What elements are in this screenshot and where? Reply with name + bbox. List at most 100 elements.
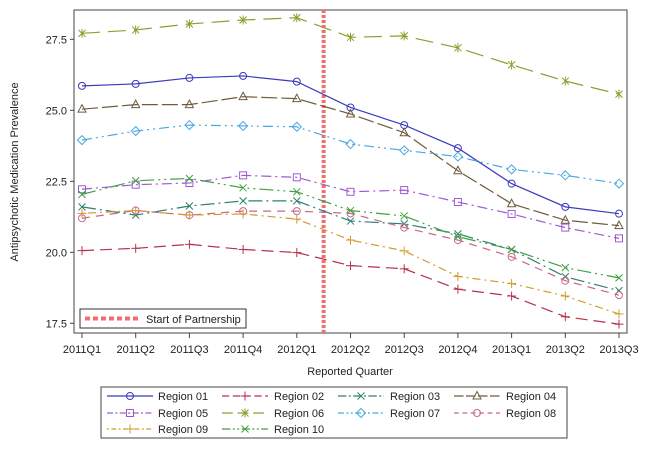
data-point — [560, 214, 571, 224]
data-point — [507, 252, 516, 261]
data-point — [238, 244, 248, 254]
data-point — [454, 229, 462, 238]
legend-item: Region 04 — [454, 390, 556, 403]
x-tick-label: 2012Q4 — [438, 344, 477, 356]
legend-item: Region 01 — [107, 391, 208, 403]
data-point — [561, 263, 570, 272]
series-region-09 — [77, 206, 624, 319]
legend-marker — [126, 409, 134, 417]
legend-item: Region 07 — [338, 407, 440, 420]
legend-item: Region 05 — [107, 408, 208, 420]
legend-item: Region 09 — [107, 424, 208, 436]
legend-label: Region 08 — [506, 408, 556, 420]
data-point — [78, 81, 86, 90]
y-tick-label: 22.5 — [46, 176, 67, 188]
x-tick-label: 2013Q1 — [492, 344, 531, 356]
x-tick-label: 2011Q1 — [63, 344, 101, 356]
x-tick-label: 2012Q1 — [277, 344, 316, 356]
series-line — [81, 209, 620, 315]
data-point — [291, 93, 302, 103]
data-point — [346, 261, 355, 271]
data-point — [346, 235, 355, 245]
data-point — [452, 151, 464, 162]
data-point — [614, 220, 624, 230]
data-point — [454, 43, 462, 53]
legend-label: Region 07 — [390, 408, 440, 420]
legend-label: Region 04 — [506, 391, 556, 403]
legend-item: Region 06 — [222, 408, 324, 420]
x-tick-label: 2012Q2 — [331, 344, 370, 356]
data-point — [184, 239, 194, 249]
data-point — [237, 120, 249, 132]
data-point — [239, 183, 247, 192]
legend-marker — [355, 407, 367, 419]
data-point — [399, 264, 409, 274]
series-line — [81, 96, 620, 227]
data-point — [184, 210, 194, 220]
series-region-02 — [77, 239, 624, 329]
series-region-10 — [78, 174, 623, 282]
series-line — [81, 174, 620, 239]
series-line — [81, 209, 620, 296]
reference-legend-label: Start of Partnership — [146, 314, 241, 326]
data-point — [346, 217, 355, 225]
data-point — [507, 60, 516, 70]
y-tick-label: 17.5 — [46, 318, 67, 330]
data-point — [345, 108, 356, 118]
y-tick-label: 27.5 — [46, 34, 67, 46]
legend-marker — [126, 392, 134, 400]
data-point — [239, 197, 247, 205]
data-point — [400, 31, 409, 41]
data-point — [130, 99, 141, 109]
series-region-01 — [78, 71, 623, 218]
data-point — [78, 190, 86, 199]
data-point — [185, 202, 194, 210]
x-tick-label: 2013Q2 — [546, 344, 585, 356]
series-line — [81, 75, 620, 215]
x-axis-label: Reported Quarter — [307, 366, 393, 378]
data-point — [615, 291, 623, 300]
data-point — [77, 208, 87, 218]
data-point — [239, 15, 247, 25]
x-tick-label: 2011Q3 — [170, 344, 208, 356]
series-region-04 — [77, 91, 624, 230]
data-point — [507, 291, 517, 301]
data-point — [346, 187, 355, 196]
data-point — [77, 246, 87, 256]
legend-label: Region 01 — [158, 391, 208, 403]
legend-marker — [241, 425, 249, 433]
data-point — [507, 209, 516, 218]
data-point — [560, 291, 570, 301]
legend-marker — [473, 409, 481, 417]
data-point — [238, 209, 248, 219]
data-point — [399, 246, 409, 256]
data-point — [131, 79, 140, 88]
data-point — [615, 234, 623, 243]
data-point — [453, 165, 463, 175]
legend-item: Region 08 — [454, 408, 556, 420]
reference-legend: Start of Partnership — [79, 308, 247, 329]
data-point — [131, 25, 140, 35]
data-point — [613, 178, 625, 189]
data-point — [453, 198, 462, 207]
series-region-07 — [76, 119, 625, 189]
data-point — [614, 319, 624, 329]
data-point — [346, 206, 355, 215]
data-point — [398, 145, 410, 156]
data-point — [615, 274, 623, 282]
data-point — [185, 19, 194, 29]
plot-frame — [73, 9, 628, 334]
series-region-05 — [78, 171, 623, 243]
legend-label: Region 06 — [274, 408, 324, 420]
legend-marker — [357, 392, 365, 400]
legend-label: Region 09 — [158, 424, 208, 436]
data-point — [507, 245, 516, 254]
data-point — [185, 73, 194, 82]
x-tick-label: 2013Q3 — [599, 344, 638, 356]
data-point — [291, 121, 303, 132]
legend-item: Region 10 — [222, 424, 324, 436]
data-point — [76, 134, 88, 146]
legend-label: Region 02 — [274, 391, 324, 403]
x-tick-label: 2012Q3 — [385, 344, 424, 356]
